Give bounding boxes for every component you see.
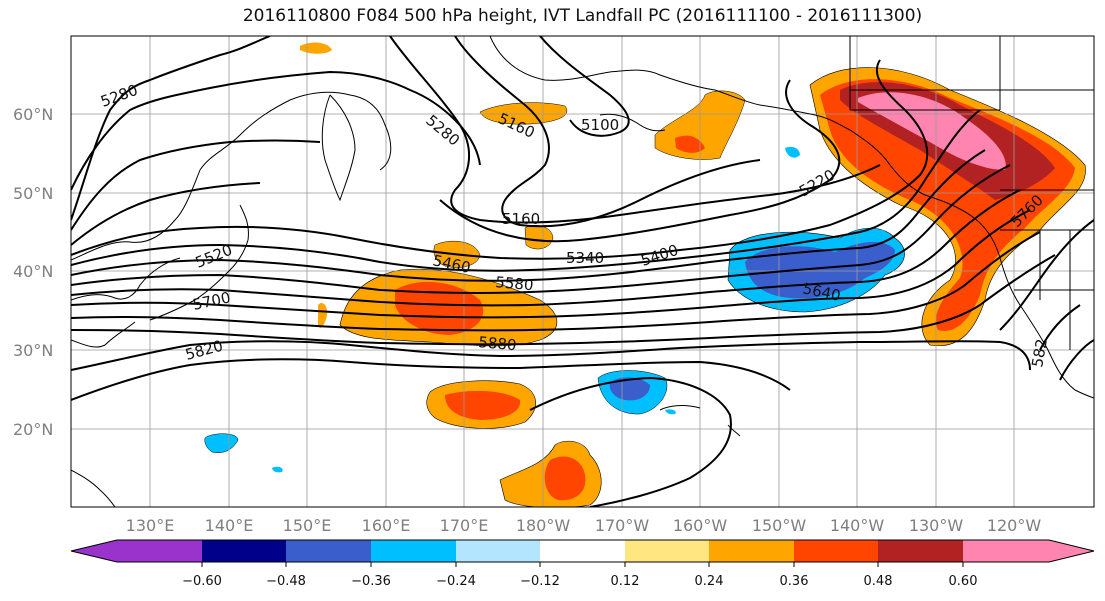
colorbar-tick-label: 0.12 [611,574,640,589]
contour-label: 5880 [478,333,518,354]
colorbar-tick-label: 0.48 [864,574,893,589]
contour-5220 [439,79,841,243]
colorbar-tick-label: 0.60 [949,574,978,589]
contour-label: 5340 [566,249,604,267]
lon-label: 160°W [673,516,728,535]
map-border [70,35,1095,508]
lon-label: 150°W [752,516,807,535]
lon-label: 170°W [595,516,650,535]
contour-5460 [71,164,1011,295]
lat-label: 50°N [13,184,53,203]
height-contours [71,36,1094,507]
contour-5100 [539,36,630,137]
contour-5820 [71,340,1031,371]
contour-label: 5100 [581,116,619,134]
contour-label: 5580 [495,273,535,294]
lon-label: 150°E [283,516,332,535]
colorbar-segment [540,540,625,562]
contour-5700 [71,254,1056,346]
lon-label: 170°E [440,516,489,535]
contour-label: 5160 [502,210,540,228]
colorbar-tick-label: 0.36 [780,574,809,589]
contour-5280-nw [71,36,271,221]
coastline-kamchatka [321,94,356,202]
lon-label: 180°W [516,516,571,535]
latitude-labels: 60°N 50°N 40°N 30°N 20°N [13,105,53,439]
lon-label: 140°E [205,516,254,535]
colorbar-segment [794,540,878,562]
contour-label: 582 [1028,337,1051,368]
ivt-shading [204,42,1086,507]
lon-label: 140°W [830,516,885,535]
colorbar-segment [709,540,794,562]
contour-5640 [71,231,1041,332]
lon-label: 130°W [909,516,964,535]
lon-label: 120°W [987,516,1042,535]
colorbar-tick-label: −0.60 [182,574,222,589]
coastline-alaska [489,36,1094,399]
colorbar-tick-label: 0.24 [695,574,724,589]
contour-5340 [71,109,981,272]
colorbar-segment [371,540,456,562]
contour-5760 [999,219,1094,331]
contour-5880 [71,358,791,401]
colorbar-segment [625,540,709,562]
colorbar-segment [202,540,286,562]
colorbar-segment [286,540,371,562]
longitude-labels: 130°E 140°E 150°E 160°E 170°E 180°W 170°… [126,516,1042,535]
lat-label: 60°N [13,105,53,124]
lat-label: 40°N [13,262,53,281]
graticule [71,36,1094,507]
colorbar-tick-label: −0.24 [436,574,476,589]
lat-label: 30°N [13,341,53,360]
colorbar-segment [963,540,1094,562]
colorbar-tick-label: −0.36 [351,574,391,589]
colorbar-segment [878,540,963,562]
coastline-asia [71,91,392,507]
colorbar-segment [456,540,540,562]
colorbar-segment [71,540,202,562]
lon-label: 160°E [362,516,411,535]
lon-label: 130°E [126,516,175,535]
map-title: 2016110800 F084 500 hPa height, IVT Land… [242,6,923,26]
contour-5160 [454,36,761,228]
lat-label: 20°N [13,420,53,439]
contour-5520 [71,189,1021,307]
colorbar-tick-label: −0.12 [520,574,560,589]
colorbar-tick-label: −0.48 [266,574,306,589]
contour-5280 [71,70,481,191]
colorbar: −0.60 −0.48 −0.36 −0.24 −0.12 0.12 0.24 … [70,539,1095,589]
contour-5400 [71,149,986,282]
contour-5580 [71,209,1031,319]
coastline-japan [149,204,249,321]
coastlines [71,36,1094,507]
